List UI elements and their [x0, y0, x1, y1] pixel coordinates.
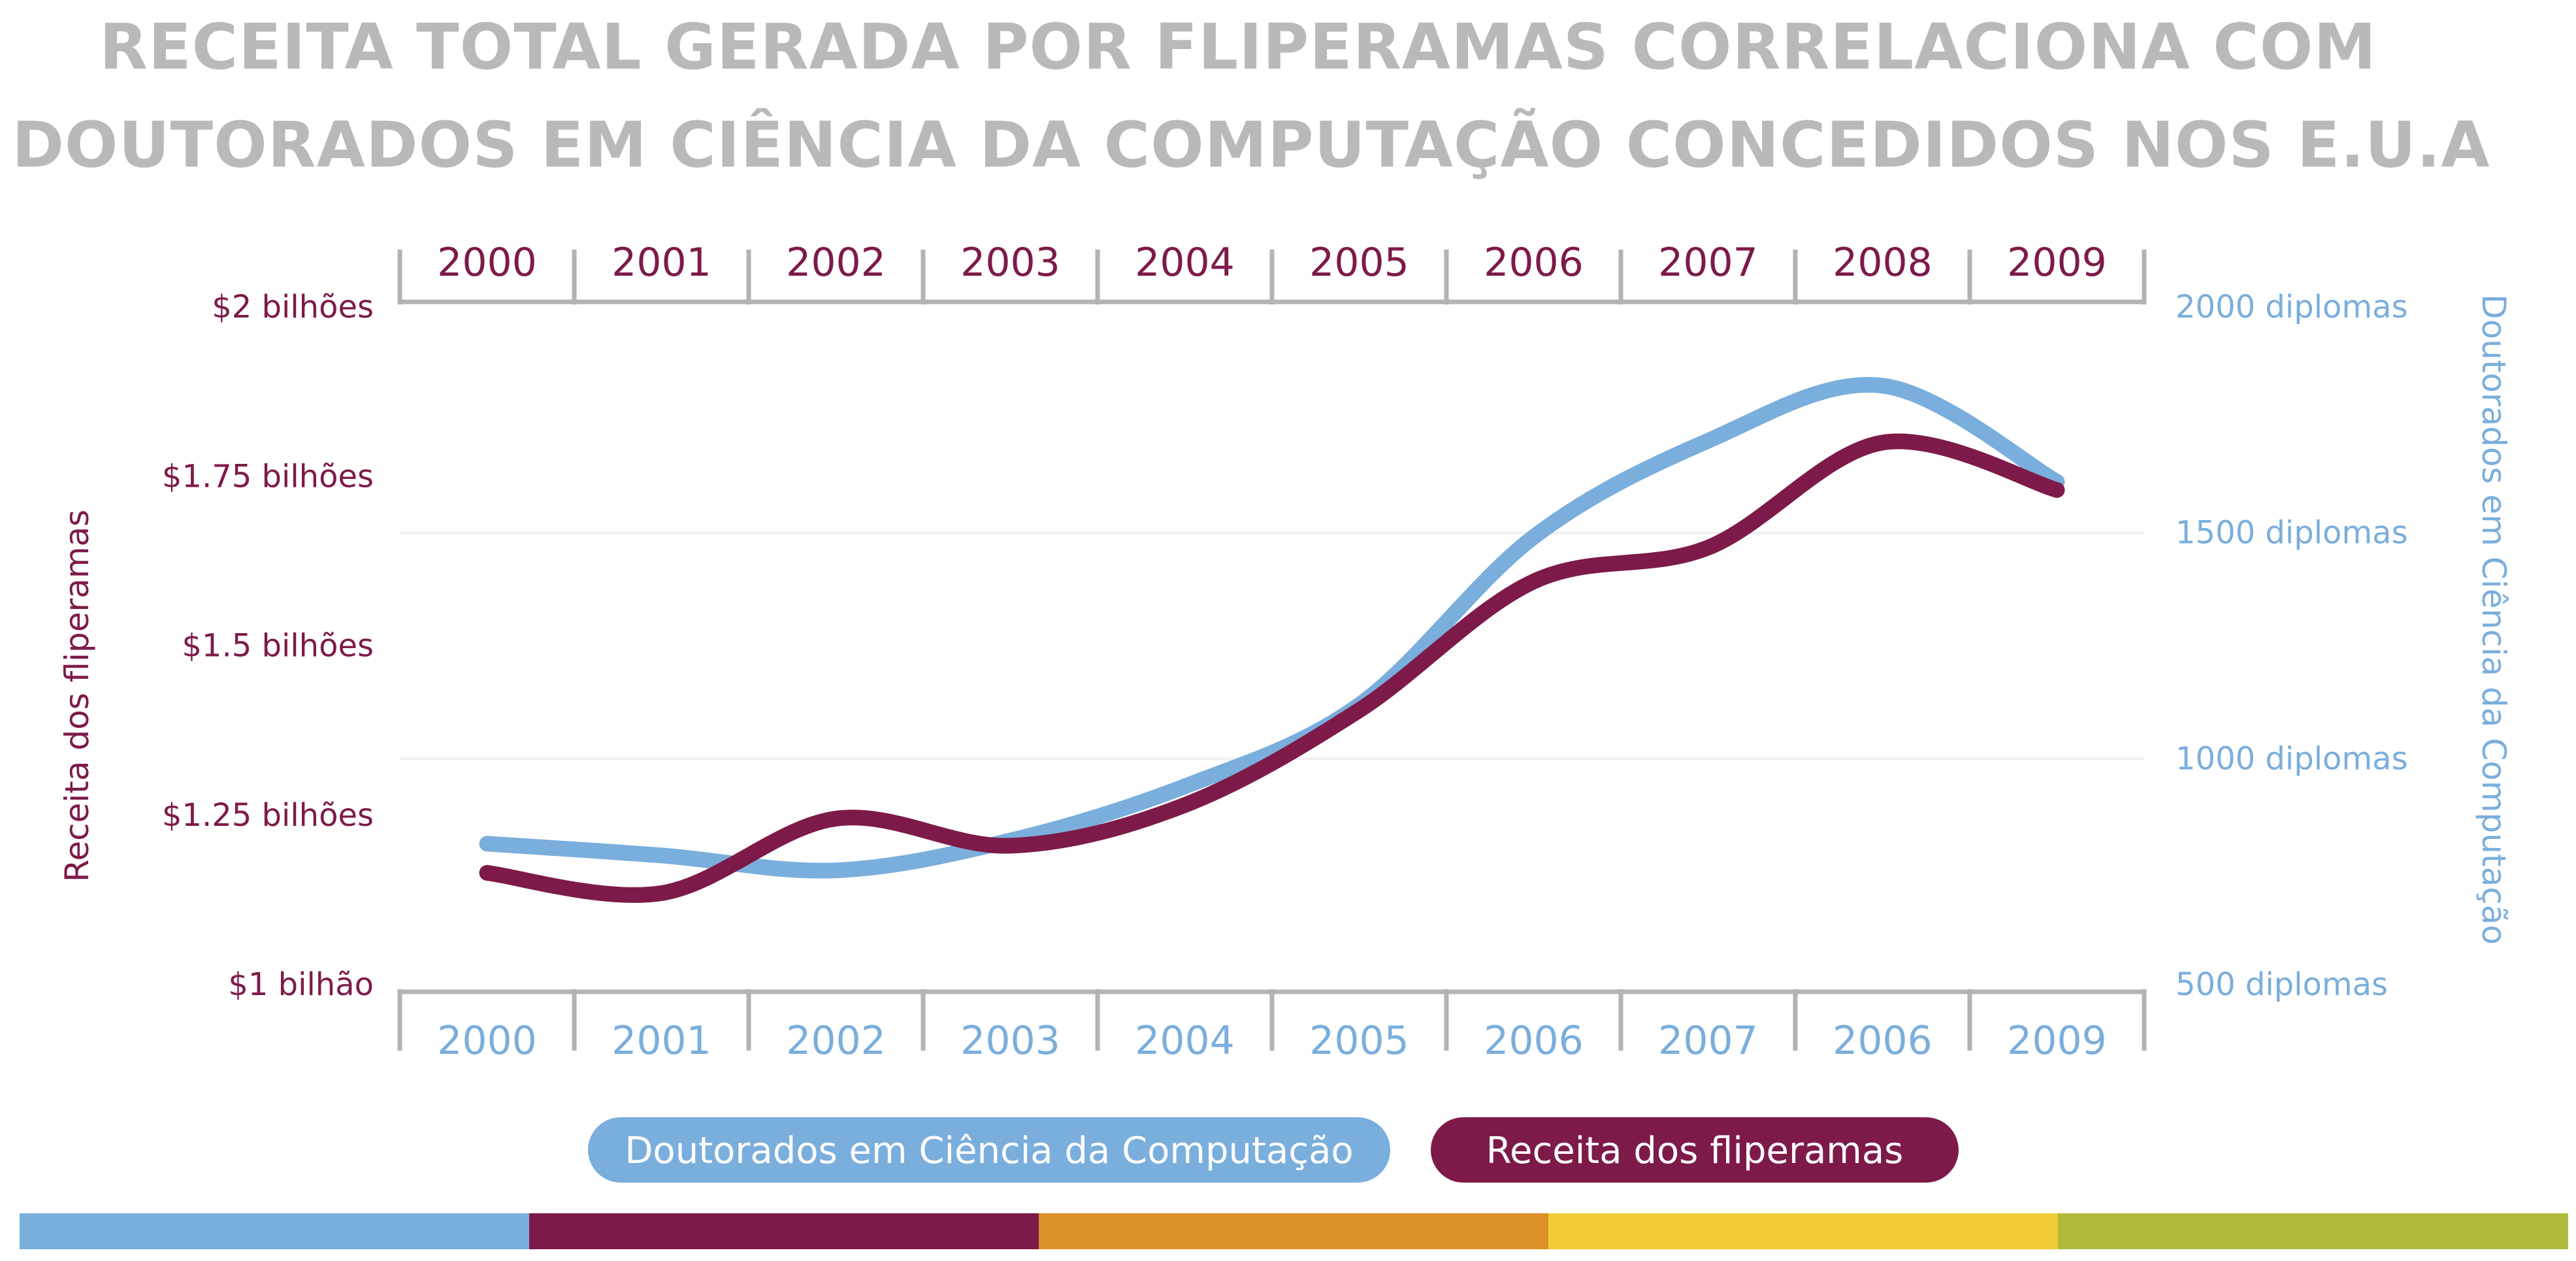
bottom-year-label: 2009 [2007, 1018, 2107, 1064]
right-tick-label: 1000 diplomas [2176, 740, 2408, 777]
top-year-label: 2000 [437, 240, 537, 286]
bottom-year-label: 2006 [1484, 1018, 1584, 1064]
right-axis-title: Doutorados em Ciência da Computação [2475, 294, 2513, 945]
left-tick-label: $2 bilhões [212, 289, 374, 325]
legend-item-arcade-revenue [1431, 1117, 1959, 1183]
bottom-year-label: 2003 [960, 1018, 1060, 1064]
footer-bar-segment [2058, 1213, 2568, 1249]
bottom-year-label: 2004 [1135, 1018, 1235, 1064]
right-axis-ticks: 2000 diplomas 1500 diplomas 1000 diplomas 5… [2176, 289, 2408, 1003]
footer-bar-segment [20, 1213, 530, 1249]
legend: Doutorados em Ciência da Computação Rece… [588, 1117, 1959, 1183]
top-year-label: 2005 [1309, 240, 1409, 286]
left-tick-label: $1.5 bilhões [182, 628, 374, 664]
footer-bar-segment [1039, 1213, 1549, 1249]
series-line-phds [479, 377, 2065, 879]
top-year-label: 2001 [611, 240, 711, 286]
footer-bar-segment [1548, 1213, 2059, 1249]
chart-title-line-1: RECEITA TOTAL GERADA POR FLIPERAMAS CORR… [99, 10, 2377, 84]
footer-bar-segment [529, 1213, 1039, 1249]
series-line-arcade-revenue [479, 433, 2065, 903]
left-axis-title: Receita dos fliperamas [58, 510, 96, 882]
bottom-year-label: 2000 [437, 1018, 537, 1064]
legend-item-phds [588, 1117, 1390, 1183]
bottom-year-label: 2006 [1833, 1018, 1932, 1064]
top-year-label: 2007 [1658, 240, 1758, 286]
gridlines [400, 531, 2144, 761]
top-year-label: 2009 [2007, 240, 2107, 286]
left-tick-label: $1.75 bilhões [162, 458, 374, 495]
left-axis-ticks: $2 bilhões $1.75 bilhões $1.5 bilhões $1.25… [162, 289, 374, 1003]
bottom-year-axis: 2000 2001 2002 2003 2004 2005 2006 2007 2006 2009 [397, 989, 2147, 1064]
top-year-label: 2002 [786, 240, 886, 286]
right-tick-label: 1500 diplomas [2176, 515, 2408, 551]
bottom-year-label: 2002 [786, 1018, 886, 1064]
left-tick-label: $1 bilhão [228, 966, 374, 1003]
footer-color-bar [20, 1213, 2568, 1249]
top-year-label: 2006 [1484, 240, 1584, 286]
bottom-year-label: 2007 [1658, 1018, 1758, 1064]
legend-label-arcade-revenue: Receita dos fliperamas [1486, 1130, 1904, 1172]
right-tick-label: 2000 diplomas [2176, 289, 2408, 325]
top-year-axis: 2000 2001 2002 2003 2004 2005 2006 2007 2008 2009 [397, 240, 2147, 304]
top-year-label: 2008 [1833, 240, 1932, 286]
chart-title-line-2: DOUTORADOS EM CIÊNCIA DA COMPUTAÇÃO CONC… [12, 108, 2490, 182]
legend-label-phds: Doutorados em Ciência da Computação [625, 1130, 1353, 1172]
top-year-label: 2003 [960, 240, 1060, 286]
left-tick-label: $1.25 bilhões [162, 797, 374, 834]
bottom-year-label: 2001 [611, 1018, 711, 1064]
right-tick-label: 500 diplomas [2176, 966, 2388, 1003]
top-year-label: 2004 [1135, 240, 1235, 286]
bottom-year-label: 2005 [1309, 1018, 1409, 1064]
